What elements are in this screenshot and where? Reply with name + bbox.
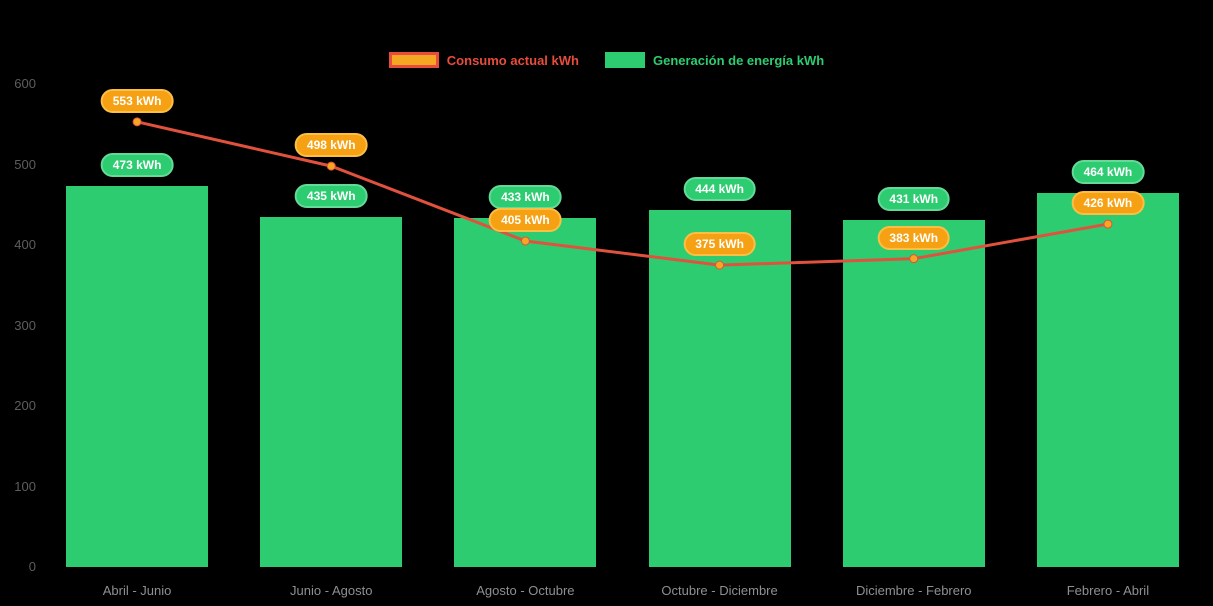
line-value-badge: 405 kWh (489, 207, 562, 232)
line-value-badge: 498 kWh (294, 133, 368, 158)
line-point[interactable] (326, 161, 336, 171)
y-axis-tick-label: 300 (14, 317, 36, 333)
x-axis-category-label: Octubre - Diciembre (661, 583, 778, 598)
bar-value-badge: 431 kWh (877, 187, 951, 212)
legend-swatch-line-icon (388, 52, 439, 68)
bar-value-badge: 473 kWh (100, 153, 174, 178)
y-axis-tick-label: 200 (14, 398, 36, 413)
bar-value-badge: 435 kWh (294, 183, 368, 208)
bar-generacion-energia[interactable] (648, 209, 791, 567)
y-axis-tick-label: 0 (28, 559, 36, 574)
legend-item-consumo-actual[interactable]: Consumo actual kWh (388, 52, 579, 68)
legend-item-generacion-energia[interactable]: Generación de energía kWh (604, 52, 825, 68)
x-axis-category-label: Diciembre - Febrero (855, 583, 972, 598)
bar-generacion-energia[interactable] (454, 218, 597, 567)
line-value-badge: 375 kWh (683, 232, 756, 257)
y-axis-tick-label: 500 (14, 156, 36, 172)
legend-label-generacion-energia: Generación de energía kWh (652, 52, 825, 68)
line-point[interactable] (132, 117, 142, 127)
legend-swatch-bar-icon (604, 52, 645, 68)
x-axis-category-label: Febrero - Abril (1066, 583, 1150, 598)
bar-value-badge: 444 kWh (683, 176, 756, 201)
bar-generacion-energia[interactable] (842, 220, 985, 567)
line-value-badge: 553 kWh (100, 88, 174, 113)
x-axis-category-label: Junio - Agosto (290, 583, 373, 598)
x-axis-category-label: Abril - Junio (102, 583, 172, 598)
chart-legend: Consumo actual kWh Generación de energía… (0, 52, 1213, 68)
legend-label-consumo-actual: Consumo actual kWh (446, 52, 579, 68)
y-axis-tick-label: 100 (14, 478, 36, 494)
line-value-badge: 383 kWh (877, 225, 951, 250)
bar-generacion-energia[interactable] (260, 216, 403, 567)
bar-value-badge: 464 kWh (1071, 160, 1145, 185)
y-axis-tick-label: 400 (14, 237, 36, 252)
x-axis-category-label: Agosto - Octubre (476, 583, 575, 598)
bar-generacion-energia[interactable] (1036, 193, 1179, 567)
y-axis-tick-label: 600 (14, 76, 36, 91)
bar-value-badge: 433 kWh (489, 185, 562, 210)
line-value-badge: 426 kWh (1071, 191, 1145, 216)
bar-generacion-energia[interactable] (66, 186, 209, 567)
